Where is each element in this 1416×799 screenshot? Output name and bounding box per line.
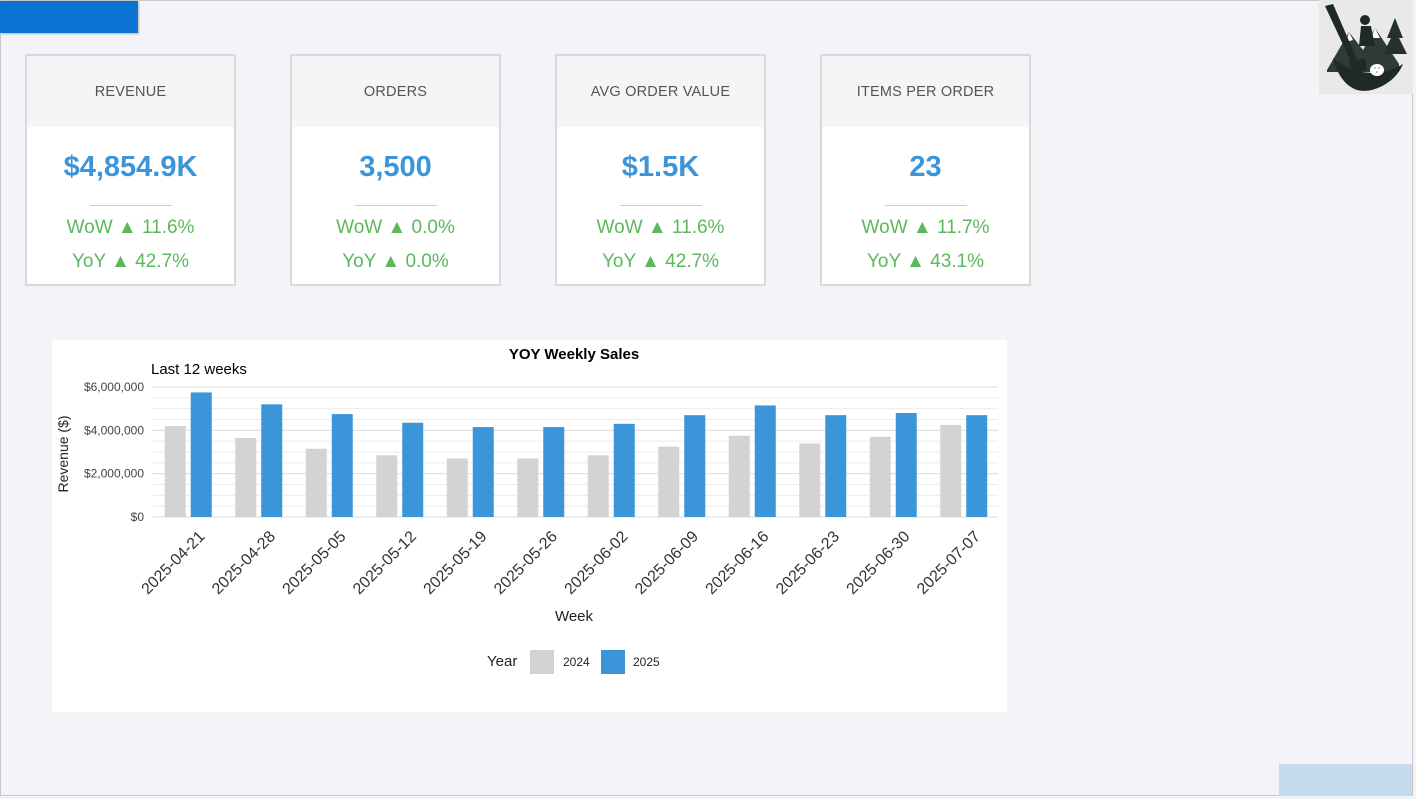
y-tick-label: $2,000,000 <box>84 467 144 481</box>
kpi-card-items-per-order: ITEMS PER ORDER 23 WoW ▲ 11.7% YoY ▲ 43.… <box>820 54 1031 286</box>
kpi-label: ORDERS <box>292 56 499 127</box>
kpi-divider <box>354 205 437 206</box>
bar-2024[interactable] <box>446 458 468 518</box>
kpi-value: $4,854.9K <box>63 151 198 183</box>
chart-title: YOY Weekly Sales <box>509 346 639 363</box>
kpi-card-avg-order-value: AVG ORDER VALUE $1.5K WoW ▲ 11.6% YoY ▲ … <box>555 54 766 286</box>
weekly-sales-chart-panel: YOY Weekly Sales Last 12 weeks Revenue (… <box>52 340 1007 712</box>
x-tick-label: 2025-07-07 <box>914 528 984 598</box>
x-tick-label: 2025-04-21 <box>139 528 209 598</box>
x-tick-label: 2025-06-23 <box>773 528 843 598</box>
kpi-label: ITEMS PER ORDER <box>822 56 1029 127</box>
kpi-wow-change: WoW ▲ 11.6% <box>66 217 195 238</box>
y-axis-ticks: $0 $2,000,000 $4,000,000 $6,000,000 <box>84 380 144 524</box>
bar-2024[interactable] <box>305 448 327 517</box>
legend: Year 2024 2025 <box>487 650 660 674</box>
top-nav-tab[interactable] <box>0 1 138 33</box>
bar-2025[interactable] <box>543 427 565 517</box>
kpi-label: AVG ORDER VALUE <box>557 56 764 127</box>
weekly-sales-chart: YOY Weekly Sales Last 12 weeks Revenue (… <box>55 346 998 674</box>
kpi-yoy-change: YoY ▲ 43.1% <box>866 251 985 272</box>
y-tick-label: $0 <box>131 510 145 524</box>
kpi-wow-change: WoW ▲ 0.0% <box>336 217 455 238</box>
kpi-value: 23 <box>909 151 942 183</box>
golf-mountain-logo-icon <box>1319 0 1413 94</box>
x-axis-ticks: 2025-04-21 2025-04-28 2025-05-05 2025-05-12… <box>139 528 984 598</box>
legend-label-2025: 2025 <box>633 655 660 669</box>
bar-2025[interactable] <box>613 423 635 517</box>
bar-2025[interactable] <box>684 415 706 517</box>
x-tick-label: 2025-05-19 <box>421 528 491 598</box>
chart-subtitle: Last 12 weeks <box>151 361 247 378</box>
bar-2025[interactable] <box>331 414 353 517</box>
bar-2024[interactable] <box>235 437 257 517</box>
kpi-divider <box>89 205 172 206</box>
legend-label-2024: 2024 <box>563 655 590 669</box>
bar-2024[interactable] <box>658 446 680 517</box>
x-tick-label: 2025-06-16 <box>703 528 773 598</box>
kpi-divider <box>884 205 967 206</box>
bar-2024[interactable] <box>940 424 962 517</box>
kpi-yoy-change: YoY ▲ 42.7% <box>601 251 720 272</box>
gridlines <box>152 386 998 518</box>
bar-2024[interactable] <box>376 455 398 517</box>
bar-2024[interactable] <box>728 435 750 517</box>
bar-2025[interactable] <box>825 415 847 517</box>
bar-2024[interactable] <box>587 455 609 517</box>
kpi-yoy-change: YoY ▲ 42.7% <box>71 251 190 272</box>
kpi-divider <box>619 205 702 206</box>
kpi-value: 3,500 <box>359 151 432 183</box>
kpi-label: REVENUE <box>27 56 234 127</box>
bottom-nav-tab[interactable] <box>1279 764 1412 796</box>
bar-2025[interactable] <box>895 413 917 517</box>
legend-swatch-2024 <box>530 650 554 674</box>
y-tick-label: $6,000,000 <box>84 380 144 394</box>
y-tick-label: $4,000,000 <box>84 423 144 437</box>
kpi-wow-change: WoW ▲ 11.7% <box>861 217 990 238</box>
x-axis-label: Week <box>555 608 594 625</box>
x-tick-label: 2025-05-05 <box>280 528 350 598</box>
kpi-card-orders: ORDERS 3,500 WoW ▲ 0.0% YoY ▲ 0.0% <box>290 54 501 286</box>
x-tick-label: 2025-06-09 <box>632 528 702 598</box>
x-tick-label: 2025-06-02 <box>562 528 632 598</box>
bar-2024[interactable] <box>517 458 539 518</box>
y-axis-label: Revenue ($) <box>55 415 71 492</box>
bar-2025[interactable] <box>966 415 988 517</box>
kpi-value: $1.5K <box>621 151 700 183</box>
bar-2025[interactable] <box>402 422 424 517</box>
bars <box>164 392 988 518</box>
x-tick-label: 2025-05-12 <box>350 528 420 598</box>
x-tick-label: 2025-05-26 <box>491 528 561 598</box>
bar-2024[interactable] <box>799 443 821 517</box>
bar-2025[interactable] <box>472 427 494 517</box>
bar-2024[interactable] <box>164 426 186 517</box>
bar-2024[interactable] <box>869 436 891 517</box>
legend-title: Year <box>487 653 517 670</box>
legend-swatch-2025 <box>601 650 625 674</box>
kpi-yoy-change: YoY ▲ 0.0% <box>342 251 449 272</box>
bar-2025[interactable] <box>190 392 212 517</box>
bar-2025[interactable] <box>261 404 283 517</box>
kpi-wow-change: WoW ▲ 11.6% <box>596 217 725 238</box>
x-tick-label: 2025-06-30 <box>844 528 914 598</box>
bar-2025[interactable] <box>754 405 776 517</box>
kpi-card-revenue: REVENUE $4,854.9K WoW ▲ 11.6% YoY ▲ 42.7… <box>25 54 236 286</box>
x-tick-label: 2025-04-28 <box>209 528 279 598</box>
